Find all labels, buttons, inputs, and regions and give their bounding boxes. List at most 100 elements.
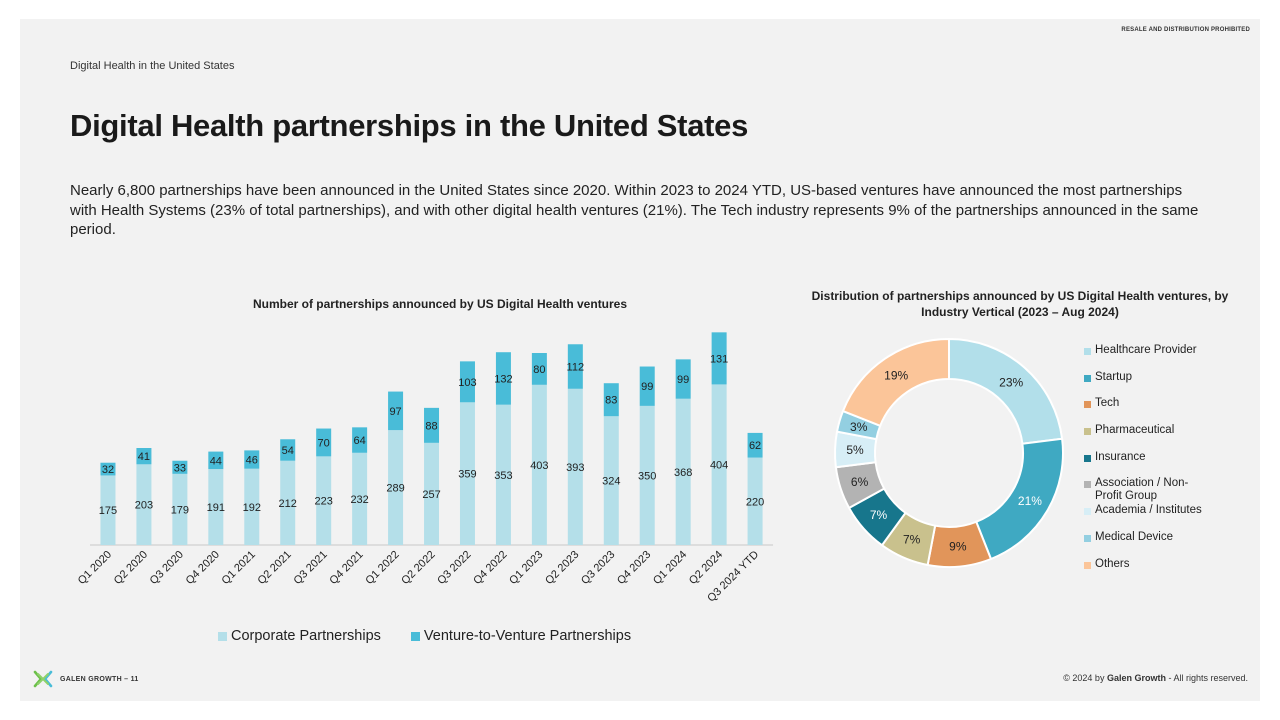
data-label-venture: 80: [533, 364, 545, 376]
donut-legend-swatch: [1084, 401, 1091, 409]
data-label-corporate: 359: [458, 469, 476, 481]
bar-corporate: [208, 469, 224, 545]
data-label-corporate: 223: [314, 496, 332, 508]
donut-legend-label: Healthcare Provider: [1095, 344, 1197, 356]
bar-venture: [316, 428, 332, 457]
donut-legend-item: Others: [1084, 558, 1215, 585]
resale-notice: RESALE AND DISTRIBUTION PROHIBITED: [1121, 27, 1250, 33]
donut-legend-swatch: [1084, 454, 1091, 462]
bar-corporate: [100, 475, 116, 545]
data-label-corporate: 289: [386, 483, 404, 495]
donut-slice-label: 9%: [949, 540, 967, 554]
footer-brand-text: GALEN GROWTH – 11: [60, 675, 139, 683]
bar-venture: [424, 407, 440, 443]
copyright-brand: Galen Growth: [1106, 673, 1166, 683]
data-label-corporate: 232: [350, 494, 368, 506]
data-label-corporate: 179: [171, 504, 189, 516]
data-label-venture: 32: [102, 464, 114, 476]
donut-legend-label: Pharmaceutical: [1095, 424, 1175, 437]
bar-chart-title: Number of partnerships announced by US D…: [252, 297, 628, 311]
donut-chart-legend: Healthcare Provider Startup Tech Pharmaceut…: [1084, 344, 1215, 584]
data-label-corporate: 220: [746, 496, 764, 508]
donut-legend-item: Medical Device: [1084, 531, 1215, 558]
donut-legend-label: Insurance: [1095, 450, 1146, 463]
legend-item-corporate: Corporate Partnerships: [218, 628, 381, 644]
donut-legend-swatch: [1084, 348, 1091, 355]
bar-venture: [388, 391, 404, 431]
section-label: Digital Health in the United States: [70, 60, 235, 72]
bar-venture: [208, 451, 224, 470]
data-label-corporate: 350: [638, 470, 656, 482]
bar-corporate: [388, 430, 404, 545]
bar-venture: [100, 462, 116, 476]
bar-venture: [172, 460, 188, 474]
donut-legend-item: Healthcare Provider: [1084, 344, 1215, 371]
bar-venture: [352, 427, 368, 453]
bar-venture: [675, 359, 691, 399]
copyright-prefix: © 2024 by: [1063, 673, 1107, 683]
data-label-venture: 70: [318, 437, 330, 449]
data-label-venture: 99: [677, 374, 689, 386]
data-label-venture: 64: [354, 435, 366, 447]
slide-background: [20, 19, 1260, 701]
bar-corporate: [639, 405, 655, 545]
bar-corporate: [567, 388, 583, 545]
bar-corporate: [531, 384, 547, 545]
data-label-venture: 41: [138, 451, 150, 463]
bar-corporate: [352, 452, 368, 545]
data-label-venture: 83: [605, 395, 617, 407]
bar-venture: [603, 383, 619, 417]
donut-legend-item: Insurance: [1084, 451, 1215, 478]
donut-slice-label: 21%: [1018, 494, 1042, 508]
galen-growth-logo-icon: [33, 670, 53, 688]
bar-corporate: [136, 464, 152, 545]
legend-swatch-corporate: [218, 631, 227, 641]
donut-legend-label: Others: [1095, 557, 1130, 570]
bar-venture: [459, 361, 475, 403]
data-label-corporate: 212: [279, 498, 297, 510]
bar-corporate: [424, 442, 440, 545]
donut-legend-label: Academia / Institutes: [1095, 504, 1202, 517]
bar-corporate: [675, 398, 691, 545]
bar-corporate: [747, 457, 763, 545]
data-label-venture: 131: [710, 353, 728, 365]
bar-corporate: [495, 404, 511, 545]
data-label-venture: 46: [246, 455, 258, 467]
bar-venture: [747, 432, 763, 458]
donut-legend-label: Medical Device: [1095, 530, 1173, 543]
data-label-corporate: 192: [243, 502, 261, 514]
donut-slice-label: 7%: [870, 508, 888, 522]
donut-slice-label: 7%: [903, 532, 921, 546]
data-label-corporate: 175: [99, 505, 117, 517]
data-label-venture: 33: [174, 462, 186, 474]
bar-venture: [711, 332, 727, 385]
description-text: Nearly 6,800 partnerships have been anno…: [70, 182, 1199, 238]
legend-label-venture: Venture-to-Venture Partnerships: [423, 628, 632, 644]
data-label-venture: 99: [641, 381, 653, 393]
data-label-corporate: 404: [710, 460, 728, 472]
donut-legend-label: Tech: [1095, 397, 1120, 410]
donut-legend-label: Association / Non-Profit Group: [1095, 477, 1189, 503]
donut-legend-swatch: [1084, 534, 1091, 542]
bar-venture: [567, 344, 583, 389]
bar-chart-legend: Corporate Partnerships Venture-to-Ventur…: [218, 628, 631, 644]
data-label-venture: 132: [494, 373, 512, 385]
donut-legend-item: Academia / Institutes: [1084, 504, 1215, 531]
bar-corporate: [459, 402, 475, 545]
donut-legend-swatch: [1084, 481, 1091, 489]
donut-legend-item: Pharmaceutical: [1084, 424, 1215, 451]
bar-venture: [495, 352, 511, 405]
copyright-suffix: - All rights reserved.: [1165, 673, 1248, 683]
bar-venture: [244, 450, 260, 469]
donut-slice-label: 19%: [884, 368, 908, 382]
bar-venture: [136, 448, 152, 465]
data-label-corporate: 324: [602, 476, 620, 488]
donut-legend-swatch: [1084, 428, 1091, 436]
donut-slice-label: 23%: [999, 375, 1023, 389]
bar-corporate: [244, 468, 260, 545]
donut-legend-swatch: [1084, 508, 1091, 516]
bar-corporate: [280, 460, 296, 545]
page-title: Digital Health partnerships in the Unite…: [70, 108, 749, 143]
